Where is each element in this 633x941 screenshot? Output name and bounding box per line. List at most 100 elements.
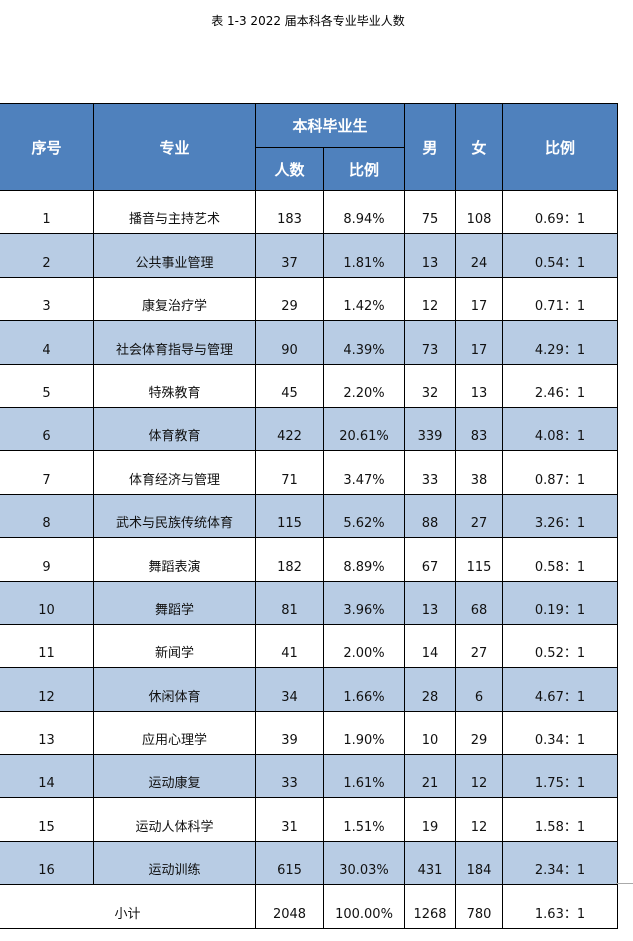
cell-male: 431 — [404, 840, 457, 886]
header-ratio: 比例 — [502, 103, 619, 191]
cell-major: 新闻学 — [93, 623, 256, 669]
cell-ratio: 0.71：1 — [502, 276, 619, 322]
table-row: 14 运动康复 33 1.61% 21 12 1.75：1 — [0, 754, 619, 799]
cell-male: 19 — [404, 797, 457, 842]
divider — [616, 883, 633, 884]
cell-pct: 1.42% — [322, 276, 406, 322]
cell-seq: 9 — [0, 537, 94, 582]
table-row: 10 舞蹈学 81 3.96% 13 68 0.19：1 — [0, 580, 619, 625]
cell-pct: 3.96% — [322, 580, 406, 625]
cell-ratio: 1.75：1 — [502, 754, 619, 799]
cell-seq: 2 — [0, 233, 94, 278]
cell-female: 6 — [455, 667, 504, 712]
cell-major: 播音与主持艺术 — [93, 189, 256, 235]
table-row: 9 舞蹈表演 182 8.89% 67 115 0.58：1 — [0, 537, 619, 582]
cell-seq: 14 — [0, 754, 94, 799]
cell-count: 182 — [255, 537, 324, 582]
cell-ratio: 0.69：1 — [502, 189, 619, 235]
cell-male: 73 — [404, 320, 457, 365]
cell-major: 舞蹈表演 — [93, 537, 256, 582]
cell-female: 38 — [455, 450, 504, 495]
table-row: 12 休闲体育 34 1.66% 28 6 4.67：1 — [0, 667, 619, 712]
cell-pct: 1.66% — [322, 667, 406, 712]
cell-ratio: 1.58：1 — [502, 797, 619, 842]
table-row: 5 特殊教育 45 2.20% 32 13 2.46：1 — [0, 363, 619, 408]
cell-female: 115 — [455, 537, 504, 582]
graduates-table: 序号 专业 本科毕业生 男 女 比例 人数 比例 1 播音与主持艺术 183 8.94… — [0, 103, 619, 929]
cell-major: 体育经济与管理 — [93, 450, 256, 495]
cell-major: 运动人体科学 — [93, 797, 256, 842]
cell-pct: 5.62% — [322, 493, 406, 539]
cell-pct: 8.94% — [322, 189, 406, 235]
cell-ratio: 4.29：1 — [502, 320, 619, 365]
cell-seq: 12 — [0, 667, 94, 712]
cell-ratio: 3.26：1 — [502, 493, 619, 539]
cell-female: 24 — [455, 233, 504, 278]
cell-major: 体育教育 — [93, 406, 256, 452]
cell-male: 10 — [404, 710, 457, 756]
cell-pct: 3.47% — [322, 450, 406, 495]
cell-count: 31 — [255, 797, 324, 842]
cell-pct: 2.00% — [322, 623, 406, 669]
cell-seq: 8 — [0, 493, 94, 539]
cell-female: 27 — [455, 623, 504, 669]
cell-male: 33 — [404, 450, 457, 495]
cell-female: 27 — [455, 493, 504, 539]
cell-major: 康复治疗学 — [93, 276, 256, 322]
cell-seq: 6 — [0, 406, 94, 452]
cell-male: 13 — [404, 580, 457, 625]
cell-seq: 11 — [0, 623, 94, 669]
cell-count: 183 — [255, 189, 324, 235]
total-cell-male: 1268 — [404, 884, 457, 929]
cell-ratio: 0.19：1 — [502, 580, 619, 625]
cell-count: 37 — [255, 233, 324, 278]
cell-seq: 1 — [0, 189, 94, 235]
cell-female: 83 — [455, 406, 504, 452]
header-seq: 序号 — [0, 103, 94, 191]
table-row: 11 新闻学 41 2.00% 14 27 0.52：1 — [0, 623, 619, 669]
total-cell-ratio: 1.63：1 — [502, 884, 619, 929]
cell-pct: 4.39% — [322, 320, 406, 365]
table-title: 表 1-3 2022 届本科各专业毕业人数 — [211, 14, 405, 28]
cell-seq: 15 — [0, 797, 94, 842]
table-row: 2 公共事业管理 37 1.81% 13 24 0.54：1 — [0, 233, 619, 278]
cell-pct: 2.20% — [322, 363, 406, 408]
cell-male: 28 — [404, 667, 457, 712]
cell-ratio: 0.52：1 — [502, 623, 619, 669]
cell-male: 32 — [404, 363, 457, 408]
cell-count: 29 — [255, 276, 324, 322]
cell-male: 339 — [404, 406, 457, 452]
cell-count: 33 — [255, 754, 324, 799]
cell-female: 12 — [455, 754, 504, 799]
header-count: 人数 — [255, 147, 324, 191]
cell-female: 13 — [455, 363, 504, 408]
table-row: 15 运动人体科学 31 1.51% 19 12 1.58：1 — [0, 797, 619, 842]
header-male: 男 — [404, 103, 457, 191]
cell-female: 17 — [455, 320, 504, 365]
table-row: 16 运动训练 615 30.03% 431 184 2.34：1 — [0, 840, 619, 886]
cell-female: 108 — [455, 189, 504, 235]
cell-ratio: 4.67：1 — [502, 667, 619, 712]
cell-count: 39 — [255, 710, 324, 756]
total-cell-count: 2048 — [255, 884, 324, 929]
cell-seq: 13 — [0, 710, 94, 756]
header-female: 女 — [455, 103, 504, 191]
total-row: 小计 2048 100.00% 1268 780 1.63：1 — [0, 884, 619, 929]
cell-count: 45 — [255, 363, 324, 408]
cell-male: 88 — [404, 493, 457, 539]
cell-count: 41 — [255, 623, 324, 669]
cell-female: 184 — [455, 840, 504, 886]
cell-count: 71 — [255, 450, 324, 495]
cell-ratio: 4.08：1 — [502, 406, 619, 452]
cell-count: 115 — [255, 493, 324, 539]
cell-major: 休闲体育 — [93, 667, 256, 712]
header-pct: 比例 — [322, 147, 406, 191]
header-group: 本科毕业生 — [254, 103, 406, 148]
table-row: 13 应用心理学 39 1.90% 10 29 0.34：1 — [0, 710, 619, 756]
cell-ratio: 0.54：1 — [502, 233, 619, 278]
cell-ratio: 0.34：1 — [502, 710, 619, 756]
cell-female: 29 — [455, 710, 504, 756]
cell-major: 应用心理学 — [93, 710, 256, 756]
total-cell-label: 小计 — [0, 884, 256, 929]
cell-major: 运动康复 — [93, 754, 256, 799]
